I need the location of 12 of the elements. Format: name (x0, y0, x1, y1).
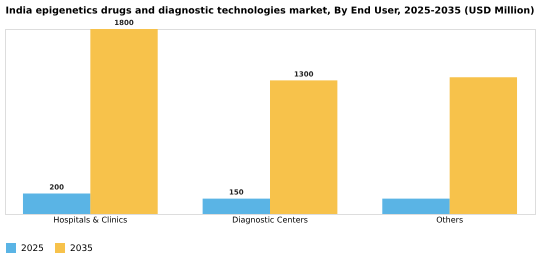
legend-label: 2025 (21, 244, 44, 254)
x-tick-label: Others (436, 216, 464, 224)
bar (270, 80, 338, 214)
bar (22, 193, 90, 214)
x-tick-label: Hospitals & Clinics (53, 216, 128, 224)
chart-title: India epigenetics drugs and diagnostic technologies market, By End User, 2025-2035 (USD Million) (6, 6, 534, 16)
bar (90, 29, 158, 214)
bar (382, 198, 450, 214)
x-tick-label: Diagnostic Centers (232, 216, 308, 224)
bar (202, 198, 270, 214)
bar (450, 77, 518, 214)
legend-label: 2035 (70, 244, 93, 254)
